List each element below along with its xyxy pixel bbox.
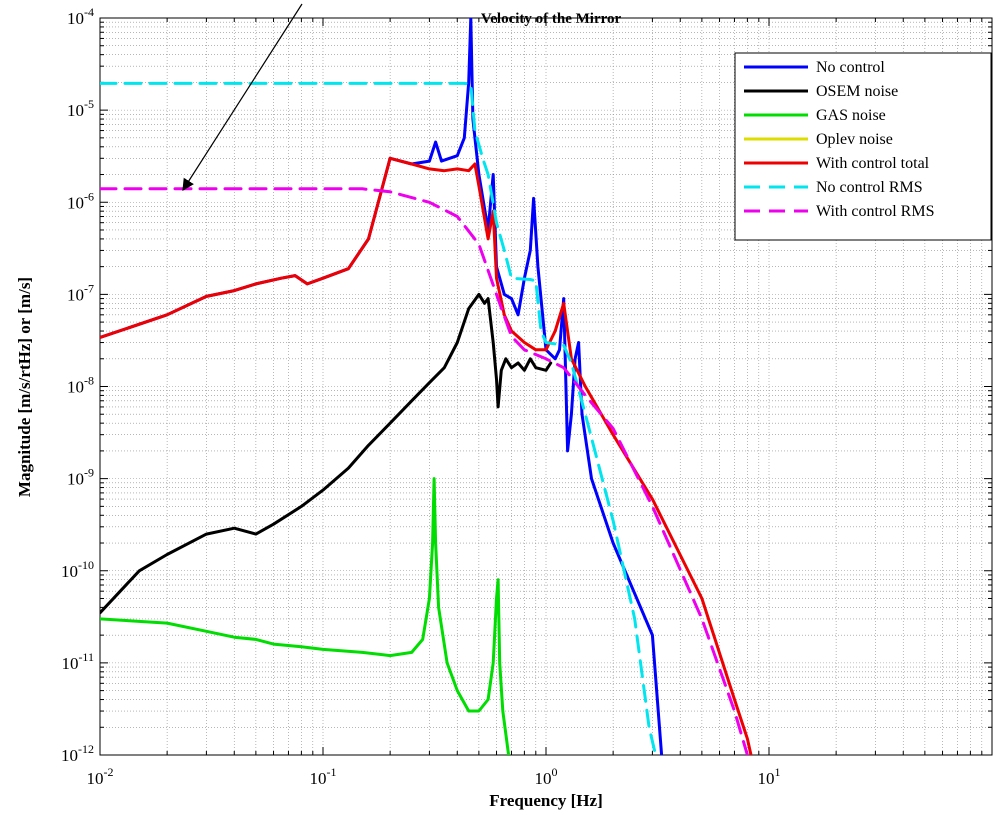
legend: No control OSEM noise GAS noise Oplev noise… [734, 52, 992, 241]
y-tick-base: 10 [67, 193, 84, 212]
series-line-with-control-rms [100, 187, 749, 755]
x-tick-label: 101 [758, 765, 781, 788]
legend-label: No control [816, 59, 885, 76]
legend-label: Oplev noise [816, 131, 893, 148]
y-tick-base: 10 [67, 101, 84, 120]
y-tick-label: 10-8 [67, 374, 94, 397]
y-tick-label: 10-11 [61, 650, 94, 673]
annotation-arrow [182, 3, 303, 192]
x-tick-exponent: 1 [775, 765, 781, 779]
y-tick-exponent: -11 [78, 650, 94, 664]
y-tick-base: 10 [67, 285, 84, 304]
y-tick-base: 10 [67, 378, 84, 397]
x-tick-base: 10 [535, 769, 552, 788]
y-tick-base: 10 [67, 470, 84, 489]
series-line-osem-noise [100, 292, 553, 615]
legend-label: GAS noise [816, 107, 886, 124]
legend-box [734, 52, 992, 241]
series-group [100, 18, 753, 755]
x-tick-label: 10-1 [310, 765, 337, 788]
y-tick-base: 10 [61, 562, 78, 581]
series-line-no-control-rms [100, 81, 658, 755]
legend-label: No control RMS [816, 179, 923, 196]
y-tick-label: 10-9 [67, 466, 94, 489]
x-axis-label: Frequency [Hz] [489, 791, 602, 810]
y-tick-exponent: -5 [84, 97, 94, 111]
x-tick-exponent: -2 [104, 765, 114, 779]
legend-label: With control total [816, 155, 930, 172]
y-tick-exponent: -9 [84, 466, 94, 480]
x-tick-base: 10 [758, 769, 775, 788]
y-tick-base: 10 [67, 9, 84, 28]
x-tick-exponent: 0 [552, 765, 558, 779]
x-tick-base: 10 [310, 769, 327, 788]
y-tick-label: 10-6 [67, 189, 94, 212]
y-tick-label: 10-7 [67, 281, 94, 304]
y-tick-exponent: -12 [78, 742, 94, 756]
y-tick-label: 10-10 [61, 558, 94, 581]
x-tick-label: 10-2 [87, 765, 114, 788]
y-tick-label: 10-5 [67, 97, 94, 120]
y-tick-exponent: -10 [78, 558, 94, 572]
y-tick-label: 10-4 [67, 5, 94, 28]
x-tick-label: 100 [535, 765, 558, 788]
series-line-gas-noise [100, 477, 511, 755]
y-axis-label: Magnitude [m/s/rtHz] or [m/s] [15, 277, 34, 497]
legend-label: With control RMS [816, 203, 934, 220]
y-tick-exponent: -8 [84, 374, 94, 388]
y-tick-base: 10 [61, 654, 78, 673]
legend-label: OSEM noise [816, 83, 898, 100]
x-tick-exponent: -1 [327, 765, 337, 779]
x-tick-base: 10 [87, 769, 104, 788]
y-tick-base: 10 [61, 746, 78, 765]
y-tick-exponent: -7 [84, 281, 94, 295]
y-tick-label: 10-12 [61, 742, 94, 765]
axis-ticks: 10-2 10-1 100 10110-410-510-610-710-810-910… [61, 5, 992, 788]
series-line-with-control-total [100, 156, 753, 755]
chart-title: Velocity of the Mirror [481, 11, 622, 27]
y-tick-exponent: -4 [84, 5, 94, 19]
y-tick-exponent: -6 [84, 189, 94, 203]
